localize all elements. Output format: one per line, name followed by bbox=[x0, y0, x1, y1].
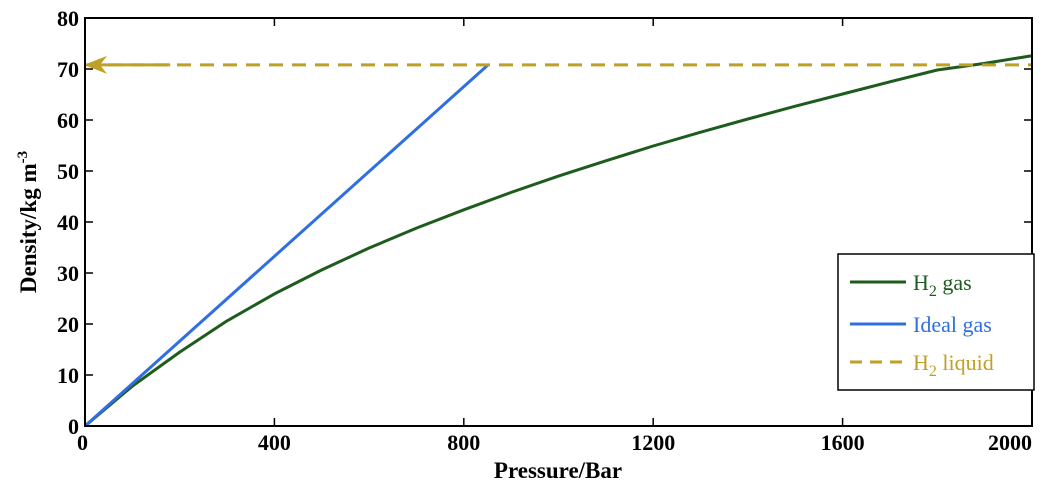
legend-label-h2-liquid-main: H bbox=[913, 350, 929, 375]
legend-label-h2-liquid-rest: liquid bbox=[937, 350, 994, 375]
arrow-head bbox=[84, 55, 107, 74]
y-tick-label: 20 bbox=[57, 312, 79, 337]
y-axis-title: Density/kg m-3 bbox=[15, 151, 41, 293]
x-tick-label: 2000 bbox=[988, 430, 1032, 455]
x-tick-label: 1200 bbox=[631, 430, 675, 455]
annotation-layer bbox=[84, 55, 171, 74]
x-axis-title: Pressure/Bar bbox=[494, 458, 622, 483]
y-tick-label: 50 bbox=[57, 159, 79, 184]
y-axis-title-sup: -3 bbox=[15, 151, 31, 164]
y-axis-title-main: Density/kg m bbox=[16, 163, 41, 293]
y-tick-label: 10 bbox=[57, 363, 79, 388]
x-tick-label: 800 bbox=[447, 430, 480, 455]
series-layer bbox=[85, 54, 1032, 426]
legend-label-ideal-gas: Ideal gas bbox=[913, 312, 992, 337]
legend-box bbox=[837, 253, 1035, 391]
legend-label-h2-liquid-sub: 2 bbox=[929, 363, 937, 380]
h2-gas-line bbox=[85, 54, 1032, 426]
x-tick-label: 400 bbox=[258, 430, 291, 455]
y-tick-label: 40 bbox=[57, 210, 79, 235]
legend-label-h2-gas-main: H bbox=[913, 270, 929, 295]
ticks-layer: 0 400 800 1200 1600 2000 0 10 20 30 40 50 60 70 80 bbox=[57, 6, 1033, 455]
ideal-gas-line bbox=[85, 64, 489, 426]
legend-label-h2-liquid: H2 liquid bbox=[913, 350, 994, 380]
y-tick-label: 0 bbox=[68, 414, 79, 439]
y-tick-label: 60 bbox=[57, 108, 79, 133]
legend-label-h2-gas: H2 gas bbox=[913, 270, 972, 300]
legend-label-h2-gas-rest: gas bbox=[937, 270, 972, 295]
y-tick-label: 30 bbox=[57, 261, 79, 286]
x-tick-label: 1600 bbox=[821, 430, 865, 455]
legend: H2 gas Ideal gas H2 liquid bbox=[837, 253, 1035, 391]
y-tick-label: 80 bbox=[57, 6, 79, 31]
x-tick-label: 0 bbox=[77, 430, 88, 455]
y-tick-label: 70 bbox=[57, 57, 79, 82]
legend-label-h2-gas-sub: 2 bbox=[929, 283, 937, 300]
